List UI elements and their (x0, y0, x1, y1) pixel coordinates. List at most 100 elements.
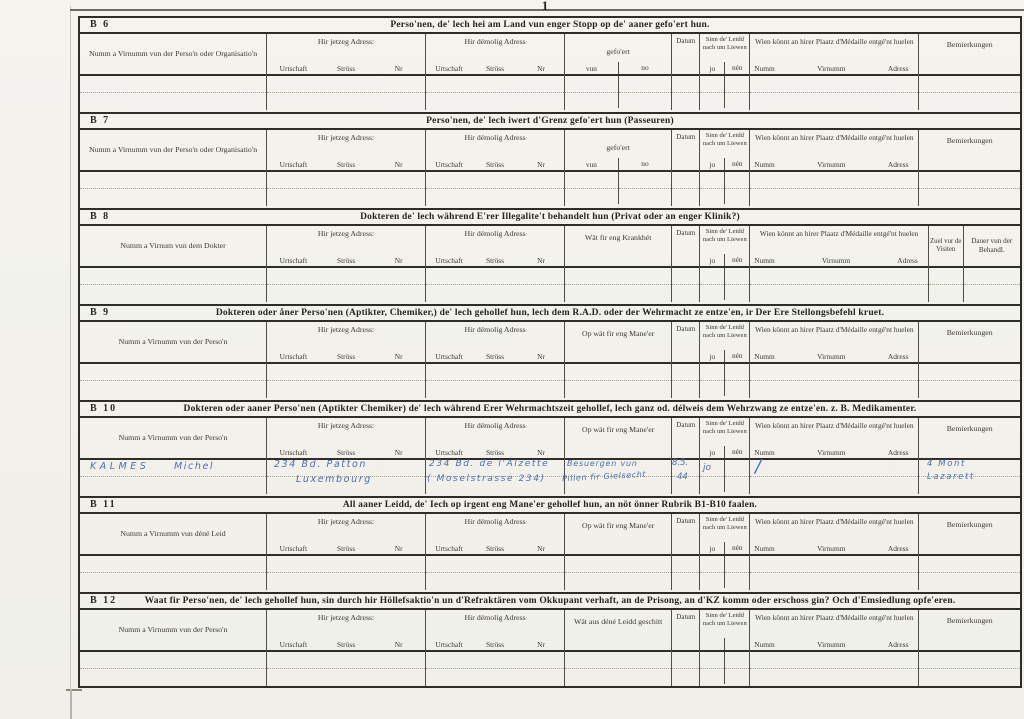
section-columns: Numm a Virnumm vun der Perso'n Hir jetzeg… (80, 418, 1020, 494)
column-body (565, 172, 672, 204)
column-label: Hir jetzeg Adress: (317, 37, 375, 46)
column-label: Wät aus déné Leidd geschitt (573, 617, 663, 626)
sub-label: Nr (537, 255, 545, 265)
sub-label: Urtschaft (279, 255, 308, 265)
sub-label: Urtschaft (279, 543, 308, 553)
sub-label: Nr (537, 351, 545, 361)
handwritten-name-first: Michel (174, 461, 215, 472)
column-label: Sinn de' Leidd nach um Liewen (702, 228, 747, 243)
column-label: Hir démolig Adress (464, 421, 526, 430)
sub-label (724, 638, 749, 650)
column-jetzeg: Hir jetzeg Adress: Urtschaft Ströss Nr (266, 130, 425, 206)
column-dauer: Dauer vun der Behandl. (962, 226, 1020, 302)
sub-label: Virnumm (817, 159, 846, 169)
sub-label: nén (724, 350, 749, 362)
sub-label: Virnumm (817, 543, 846, 553)
questionnaire-form: B 6 Perso'nen, de' lech hei am Land vun e… (78, 16, 1022, 688)
column-sublabels: jo nén (700, 446, 749, 458)
column-body-half (700, 460, 725, 493)
column-bem: Bemierkungen (918, 514, 1020, 590)
column-header: Numm a Virnumm vun der Perso'n oder Orga… (80, 130, 267, 172)
entry-row-cell (919, 76, 1020, 93)
column-body (919, 76, 1020, 108)
column-body-half (724, 460, 750, 492)
section-titlebar: B 10 Dokteren oder aaner Perso'nen (Aptik… (80, 402, 1020, 418)
column-middle: Wät fir eng Krankhét (564, 226, 672, 302)
column-label: Hir démolig Adress (464, 517, 526, 526)
column-demolig: Hir démolig Adress Urtschaft Ströss Nr (424, 226, 565, 302)
column-body (750, 268, 928, 300)
column-sublabels: Numm Virnumm Adress (750, 62, 918, 74)
column-header: Op wät fir eng Mane'er (565, 322, 672, 364)
entry-row-cell (700, 93, 724, 109)
column-body (919, 364, 1020, 396)
entry-row-cell (267, 268, 425, 285)
sub-label: Nr (394, 447, 403, 457)
entry-row-cell (750, 556, 919, 573)
column-label: Numm a Virnumm vun der Perso'n (118, 625, 228, 635)
column-header: Hir démolig Adress Urtschaft Ströss Nr (425, 130, 565, 172)
sub-label: Ströss (337, 255, 356, 265)
column-sinn: Sinn de' Leidd nach um Liewen jo nén (699, 322, 750, 398)
column-sublabels: Numm Virnumm Adress (750, 158, 918, 170)
column-body (672, 364, 700, 397)
sub-label: nén (724, 62, 749, 74)
sub-label: Ströss (337, 447, 356, 457)
section-titlebar: B 12 Waat fir Perso'nen, de' lech geholle… (80, 594, 1020, 610)
sub-label: Nr (394, 159, 403, 169)
column-demolig: Hir démolig Adress Urtschaft Ströss Nr (424, 514, 565, 590)
column-datum: Datum (671, 130, 700, 206)
column-body (700, 76, 750, 109)
column-label: Sinn de' Leidd nach um Liewen (702, 516, 747, 531)
entry-row-cell (700, 556, 725, 573)
entry-row-cell (700, 285, 724, 301)
entry-row-cell (425, 652, 565, 669)
column-body (267, 364, 425, 396)
column-header: Bemierkungen (919, 610, 1020, 652)
entry-row-cell (750, 268, 928, 285)
entry-row-cell (426, 669, 564, 685)
sub-label: nén (724, 254, 749, 266)
sub-label: Nr (537, 543, 545, 553)
column-sublabels: vun no (565, 62, 671, 74)
column-body-half (617, 76, 672, 108)
column-body (425, 268, 565, 300)
entry-row-cell (80, 189, 266, 205)
handwritten-demolig-line1: 234 Bd. de l'Alzette (429, 459, 550, 469)
column-sublabels: jo nén (700, 542, 749, 554)
column-label: Bemierkungen (946, 328, 993, 337)
column-label: Op wät fir eng Mane'er (581, 425, 655, 434)
sub-label: vun (585, 63, 597, 73)
column-header: Datum (672, 226, 700, 268)
column-sublabels: Numm Virnumm Adress (750, 638, 918, 650)
entry-row-cell (80, 381, 266, 397)
column-header: Wät fir eng Krankhét (565, 226, 672, 268)
column-label: Bemierkungen (946, 136, 993, 145)
sub-label: nén (724, 158, 749, 170)
column-label: Wien könnt an hirer Plaatz d'Médaille en… (755, 37, 914, 46)
entry-row-cell (700, 477, 724, 493)
scan-corner-mark-horizontal (66, 689, 82, 691)
entry-row-cell (672, 285, 699, 301)
column-body (80, 460, 267, 492)
handwritten-datum-line1: 8.5. (672, 458, 689, 468)
column-header: Numm a Virnum vun dem Dokter (80, 226, 267, 268)
entry-row-cell (700, 573, 724, 589)
entry-row-cell (700, 189, 724, 205)
column-sublabels: Urtschaft Ströss Nr (426, 446, 564, 458)
entry-row-cell (618, 76, 672, 93)
sub-label: Urtschaft (435, 255, 463, 265)
entry-row-cell (80, 556, 267, 573)
column-header: Op wät fir eng Mane'er (565, 514, 672, 556)
column-body (425, 460, 565, 492)
entry-row-cell (672, 669, 699, 685)
column-label: Datum (676, 421, 696, 429)
column-middle: Op wät fir eng Mane'er (564, 322, 672, 398)
sub-label: Ströss (337, 63, 356, 73)
column-header: Datum (672, 610, 700, 652)
entry-row-cell (672, 381, 699, 397)
column-body (565, 364, 672, 396)
column-header: Hir démolig Adress Urtschaft Ströss Nr (425, 322, 565, 364)
sub-label: Adress (887, 63, 909, 73)
section-id: B 10 (90, 403, 118, 414)
